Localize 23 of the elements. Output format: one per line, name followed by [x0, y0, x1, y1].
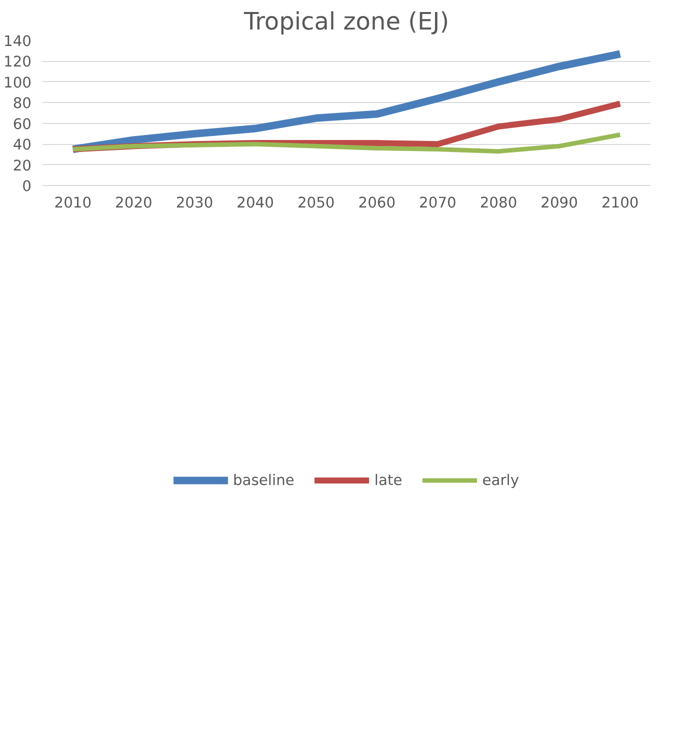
- x-tick-label: 2060: [358, 194, 396, 212]
- line-series: [70, 132, 622, 154]
- x-tick-label: 2030: [176, 194, 214, 212]
- x-tick-label: 2070: [419, 194, 456, 212]
- chart-title: Tropical zone (EJ): [242, 8, 450, 36]
- y-tick-label: 120: [4, 54, 32, 71]
- y-tick-label: 0: [22, 178, 32, 195]
- x-tick-label: 2020: [115, 194, 152, 212]
- y-tick-label: 60: [12, 116, 32, 133]
- x-tick-label: 2050: [297, 194, 335, 212]
- x-tick-label: 2080: [480, 194, 518, 212]
- x-tick-label: 2010: [54, 194, 92, 212]
- y-tick-label: 40: [12, 136, 32, 154]
- x-tick-label: 2100: [601, 194, 639, 212]
- x-tick-label: 2090: [540, 194, 578, 212]
- y-tick-label: 140: [4, 33, 32, 50]
- legend-label: late: [374, 472, 402, 488]
- y-tick-label: 80: [12, 95, 32, 112]
- y-tick-label: 20: [12, 157, 32, 174]
- x-tick-label: 2040: [236, 194, 274, 212]
- y-tick-label: 100: [4, 74, 32, 92]
- legend-label: baseline: [233, 472, 294, 488]
- legend-label: early: [482, 472, 519, 488]
